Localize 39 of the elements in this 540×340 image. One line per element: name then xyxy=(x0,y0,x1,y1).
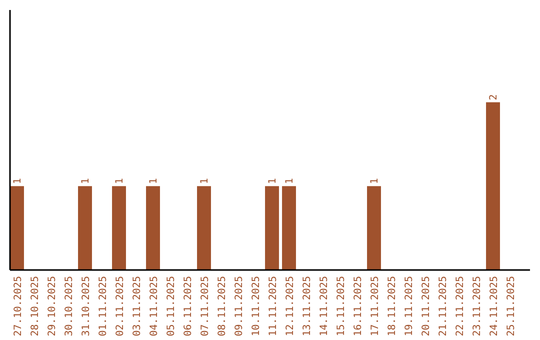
x-tick-label: 19.11.2025 xyxy=(404,276,415,336)
x-tick-label: 07.11.2025 xyxy=(200,276,211,336)
x-tick-label: 24.11.2025 xyxy=(489,276,500,336)
x-tick-label: 02.11.2025 xyxy=(115,276,126,336)
x-tick-label: 06.11.2025 xyxy=(183,276,194,336)
x-tick-label: 14.11.2025 xyxy=(319,276,330,336)
data-label: 1 xyxy=(200,178,210,184)
x-tick-label: 16.11.2025 xyxy=(353,276,364,336)
data-label: 2 xyxy=(488,94,500,100)
x-tick-label: 27.10.2025 xyxy=(13,276,24,336)
data-label: 1 xyxy=(12,178,24,184)
x-tick-label: 10.11.2025 xyxy=(251,276,262,336)
x-tick-label: 29.10.2025 xyxy=(47,276,58,336)
x-tick-label: 17.11.2025 xyxy=(370,276,381,336)
x-tick-label: 13.11.2025 xyxy=(302,276,313,336)
x-tick-label: 11.11.2025 xyxy=(268,276,279,336)
data-label: 1 xyxy=(370,178,380,184)
data-label: 1 xyxy=(284,178,296,184)
x-tick-label: 15.11.2025 xyxy=(336,276,347,336)
x-tick-label: 30.10.2025 xyxy=(64,276,75,336)
data-label: 1 xyxy=(80,178,92,184)
x-tick-label: 18.11.2025 xyxy=(387,276,398,336)
x-tick-label: 01.11.2025 xyxy=(98,276,109,336)
x-tick-label: 05.11.2025 xyxy=(166,276,177,336)
x-tick-label: 22.11.2025 xyxy=(455,276,466,336)
x-tick-label: 31.10.2025 xyxy=(81,276,92,336)
x-tick-label: 09.11.2025 xyxy=(234,276,245,336)
x-tick-label: 28.10.2025 xyxy=(30,276,41,336)
x-tick-label: 23.11.2025 xyxy=(472,276,483,336)
data-label: 1 xyxy=(148,178,160,184)
x-tick-label: 21.11.2025 xyxy=(438,276,449,336)
data-label: 1 xyxy=(268,178,278,184)
x-tick-label: 25.11.2025 xyxy=(506,276,517,336)
x-tick-label: 12.11.2025 xyxy=(285,276,296,336)
x-tick-label: 03.11.2025 xyxy=(132,276,143,336)
x-tick-label: 04.11.2025 xyxy=(149,276,160,336)
x-tick-label: 08.11.2025 xyxy=(217,276,228,336)
x-tick-label: 20.11.2025 xyxy=(421,276,432,336)
data-label: 1 xyxy=(114,178,126,184)
